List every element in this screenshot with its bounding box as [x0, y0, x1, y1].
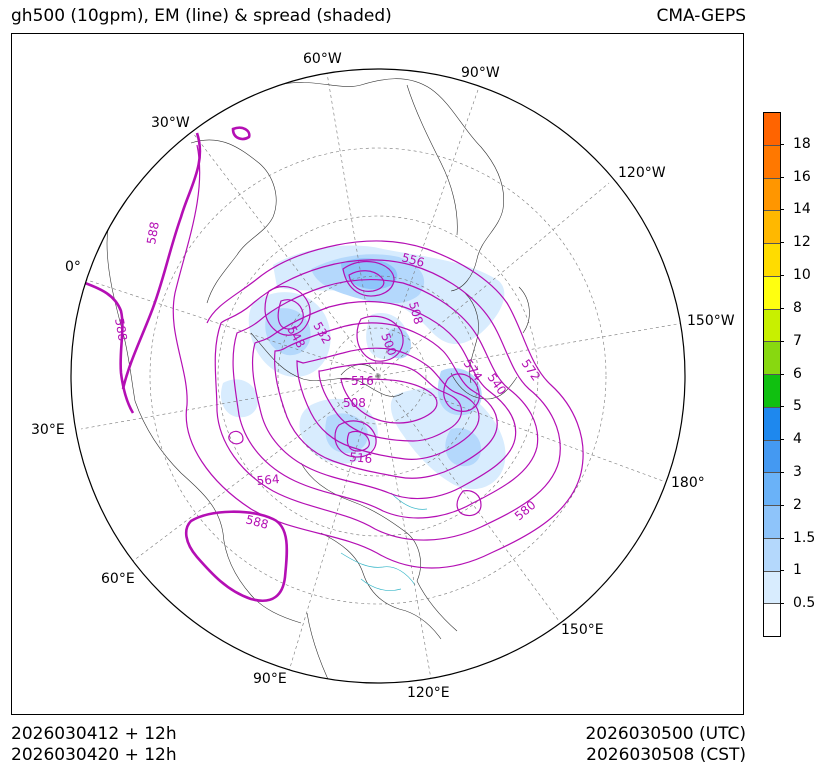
meridian-label: 90°E — [253, 671, 287, 687]
graticule — [80, 72, 684, 680]
colorbar-tick-label: 16 — [780, 169, 811, 185]
init-time-utc: 2026030412 + 12h — [11, 724, 177, 744]
colorbar-cell — [764, 570, 780, 604]
colorbar-cell — [764, 472, 780, 505]
colorbar-cell — [764, 341, 780, 374]
colorbar-cell — [764, 505, 780, 538]
meridian-label: 180° — [671, 475, 705, 491]
polar-map: 588 588 556 508 548 532 500 574 540 572 … — [31, 51, 735, 701]
colorbar-tick-label: 3 — [780, 464, 802, 480]
colorbar-tick-label: 14 — [780, 201, 811, 217]
contour-label: 588 — [244, 512, 270, 531]
colorbar-tick-label: 1 — [780, 562, 802, 578]
colorbar-cell — [764, 113, 780, 145]
colorbar-cell — [764, 406, 780, 440]
contour-label: 564 — [256, 472, 280, 488]
colorbar-cell — [764, 374, 780, 407]
spread-shading — [220, 245, 506, 490]
contour-label: 508 — [343, 396, 366, 410]
colorbar-tick-label: 18 — [780, 136, 811, 152]
contour-label: 588 — [112, 317, 130, 342]
colorbar-cell — [764, 603, 780, 636]
meridian-label: 60°E — [101, 571, 135, 587]
colorbar-cell — [764, 308, 780, 342]
colorbar-cell — [764, 243, 780, 276]
contour-label: 580 — [512, 498, 539, 523]
meridian-label: 120°E — [407, 685, 450, 701]
colorbar-tick-label: 12 — [780, 234, 811, 250]
contour-label: 516 — [351, 374, 374, 388]
meridian-label: 150°W — [687, 313, 735, 329]
gh500-588-contours — [84, 126, 289, 602]
colorbar-tick-label: 4 — [780, 431, 802, 447]
contour-label: 556 — [400, 250, 426, 269]
meridian-label: 60°W — [303, 51, 342, 67]
map-title: gh500 (10gpm), EM (line) & spread (shade… — [11, 6, 392, 26]
colorbar-cell — [764, 537, 780, 571]
contour-label: 540 — [485, 371, 510, 398]
colorbar-tick-label: 0.5 — [779, 595, 815, 611]
valid-time-cst: 2026030508 (CST) — [586, 745, 746, 765]
colorbar-cell — [764, 144, 780, 178]
colorbar-tick-label: 8 — [780, 300, 802, 316]
valid-time-utc: 2026030500 (UTC) — [585, 724, 746, 744]
coastlines — [106, 78, 530, 683]
init-time: 2026030412 + 12h 2026030420 + 12h — [11, 724, 177, 766]
meridian-label: 30°W — [151, 115, 190, 131]
meridian-label: 150°E — [561, 622, 604, 638]
valid-time: 2026030500 (UTC) 2026030508 (CST) — [585, 724, 746, 766]
meridian-label: 120°W — [618, 165, 666, 181]
colorbar-cell — [764, 177, 780, 211]
init-time-cst: 2026030420 + 12h — [11, 745, 177, 765]
meridian-labels: 60°W 90°W 30°W 120°W 0° 150°W 30°E 180° … — [31, 51, 735, 701]
colorbar-cell — [764, 210, 780, 243]
colorbar-tick-label: 6 — [780, 366, 802, 382]
colorbar-tick-label: 5 — [780, 398, 802, 414]
colorbar-cell — [764, 439, 780, 473]
colorbar-tick-label: 2 — [780, 497, 802, 513]
contour-label: 588 — [144, 221, 162, 246]
colorbar-cell — [764, 275, 780, 309]
river-lines — [340, 492, 428, 591]
model-name: CMA-GEPS — [656, 6, 746, 26]
contour-label: 508 — [406, 300, 425, 326]
meridian-label: 0° — [65, 259, 81, 275]
map-boundary — [70, 68, 686, 684]
gh500-contours — [172, 144, 584, 569]
contour-label: 516 — [349, 450, 373, 466]
meridian-label: 90°W — [461, 65, 500, 81]
spread-colorbar — [763, 112, 781, 637]
meridian-label: 30°E — [31, 422, 65, 438]
colorbar-tick-label: 10 — [780, 267, 811, 283]
colorbar-tick-label: 1.5 — [779, 530, 815, 546]
colorbar-tick-label: 7 — [780, 333, 802, 349]
contour-label: 572 — [519, 357, 544, 384]
map-frame — [11, 33, 744, 715]
